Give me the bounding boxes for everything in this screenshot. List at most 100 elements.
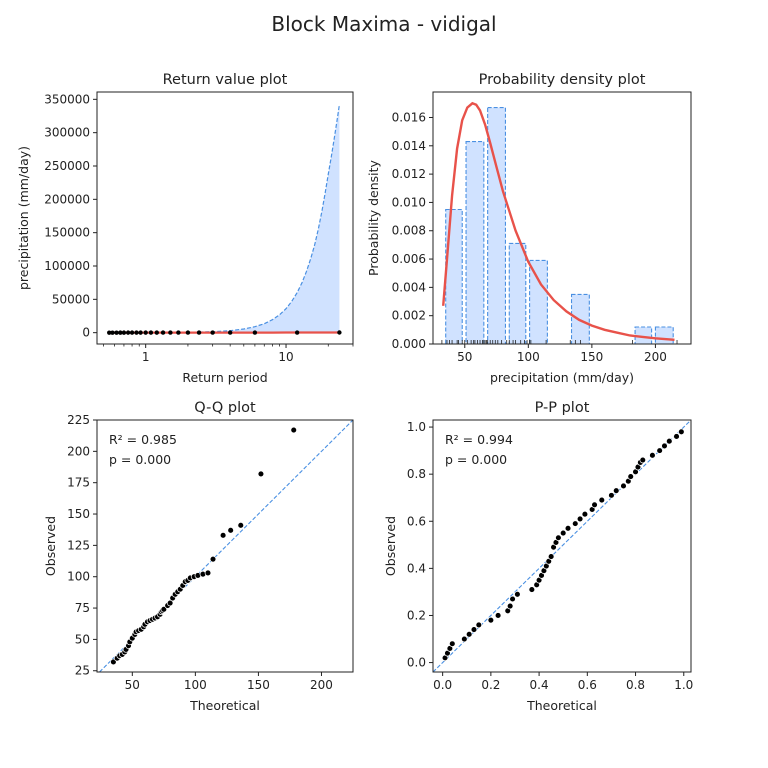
scatter-point	[470, 626, 478, 633]
scatter-point	[509, 595, 516, 603]
observation-point	[227, 330, 233, 335]
histogram-bar	[487, 107, 506, 345]
pp-plot-title: P-P plot	[535, 400, 590, 416]
observation-point	[196, 330, 202, 335]
y-tick-label: 200	[67, 444, 90, 458]
scatter-point	[649, 452, 656, 459]
pdf-axes: 50 100 150 200 0.000 0.002 0.004 0.006 0.008 0.01…	[392, 91, 692, 364]
y-tick-label: 125	[67, 538, 90, 552]
scatter-point	[639, 456, 647, 464]
scatter-point	[494, 612, 502, 619]
histogram-bar	[465, 141, 485, 345]
scatter-point	[514, 591, 521, 598]
return-observations	[107, 330, 342, 335]
y-tick-label: 200000	[44, 192, 90, 206]
histogram-bars	[445, 107, 674, 345]
scatter-point	[219, 532, 227, 539]
observation-point	[337, 330, 342, 335]
observation-point	[148, 330, 154, 335]
qq-axes: 50 100 150 200 25 50 75 100 125 150 175 200 225	[67, 413, 354, 692]
y-tick-label: 0.010	[392, 195, 426, 209]
y-tick-label: 50000	[52, 292, 90, 306]
return-value-panel: Return value plot Return period precipit…	[16, 72, 354, 385]
plot-frame	[432, 91, 692, 345]
scatter-point	[160, 606, 168, 613]
pdf-line	[442, 101, 675, 341]
x-tick-label: 0.8	[626, 678, 645, 692]
y-tick-label: 100000	[44, 259, 90, 273]
x-tick-label: 200	[310, 678, 333, 692]
pdf-curve	[442, 101, 675, 341]
scatter-point	[461, 635, 468, 643]
y-tick-label: 50	[75, 632, 90, 646]
observation-point	[129, 330, 135, 335]
qq-y-label: Observed	[43, 516, 58, 576]
qq-p-annotation: p = 0.000	[109, 452, 171, 467]
scatter-point	[475, 621, 483, 629]
pp-axes: 0.0 0.2 0.4 0.6 0.8 1.0 0.0 0.2 0.4 0.6 0.8 1.0	[407, 419, 693, 692]
reference-line	[99, 419, 354, 673]
x-tick-label: 0.2	[481, 678, 500, 692]
scatter-point	[209, 555, 217, 563]
y-tick-label: 0.014	[392, 139, 426, 153]
return-axes: 1 10 0 50000 100000 150000 200000 250000 300000 3…	[44, 91, 354, 364]
observation-point	[134, 330, 139, 335]
y-tick-label: 0.2	[407, 608, 426, 622]
x-tick-label: 150	[580, 350, 603, 364]
y-tick-label: 150	[67, 507, 90, 521]
observation-point	[160, 330, 166, 335]
y-tick-label: 175	[67, 476, 90, 490]
scatter-point	[666, 437, 673, 445]
scatter-point	[506, 602, 514, 610]
scatter-point	[487, 616, 495, 624]
y-tick-label: 0.0	[407, 656, 426, 670]
scatter-point	[555, 534, 562, 542]
pp-points	[441, 428, 685, 662]
scatter-point	[465, 631, 473, 638]
scatter-point	[678, 428, 685, 436]
y-tick-label: 100	[67, 570, 90, 584]
y-tick-label: 0.8	[407, 467, 426, 481]
observation-point	[252, 330, 258, 335]
figure-title: Block Maxima - vidigal	[271, 12, 496, 36]
qq-x-label: Theoretical	[189, 698, 260, 713]
x-tick-label: 200	[644, 350, 667, 364]
pdf-y-label: Probability density	[366, 159, 381, 275]
scatter-point	[204, 569, 212, 577]
y-tick-label: 0.000	[392, 337, 426, 351]
scatter-point	[559, 529, 567, 537]
scatter-point	[449, 640, 456, 647]
observation-point	[125, 330, 131, 335]
scatter-point	[656, 447, 663, 454]
x-tick-label: 0.6	[578, 678, 597, 692]
x-tick-label: 1	[142, 350, 150, 364]
scatter-point	[227, 527, 234, 534]
x-tick-label: 150	[247, 678, 270, 692]
histogram-bar	[634, 326, 653, 345]
qq-points	[110, 426, 297, 666]
observation-point	[210, 330, 215, 335]
scatter-point	[237, 522, 245, 529]
scatter-point	[290, 426, 297, 434]
rug-ticks	[441, 340, 678, 344]
x-tick-label: 50	[457, 350, 472, 364]
qq-panel: Q-Q plot Theoretical Observed R² = 0.985…	[43, 400, 354, 713]
scatter-point	[608, 492, 615, 499]
scatter-point	[620, 482, 627, 490]
density-panel: Probability density plot precipitation (…	[366, 72, 692, 385]
y-tick-label: 25	[75, 664, 90, 678]
ci-fill	[109, 104, 340, 333]
scatter-point	[581, 510, 589, 518]
scatter-point	[572, 520, 579, 527]
x-tick-label: 10	[278, 350, 293, 364]
observation-point	[294, 330, 300, 335]
x-tick-label: 100	[184, 678, 207, 692]
observation-point	[176, 330, 181, 335]
histogram-bar	[529, 259, 548, 345]
y-tick-label: 75	[75, 601, 90, 615]
y-tick-label: 0.016	[392, 110, 426, 124]
return-plot-title: Return value plot	[163, 72, 288, 88]
x-tick-label: 0.0	[433, 678, 452, 692]
y-tick-label: 0.012	[392, 167, 426, 181]
